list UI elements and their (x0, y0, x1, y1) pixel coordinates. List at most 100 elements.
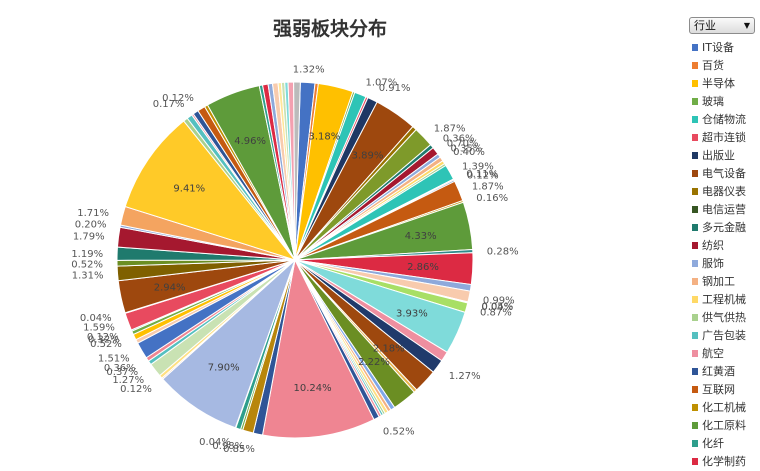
legend-item[interactable]: 广告包装 (692, 327, 746, 345)
pie-chart: 1.32%3.18%1.07%0.91%3.89%1.87%0.36%0.70%… (71, 65, 518, 455)
legend-swatch (692, 314, 698, 321)
data-label: 0.20% (75, 220, 107, 231)
data-label: 0.52% (71, 260, 103, 271)
data-label: 1.71% (77, 208, 109, 219)
pie-data-labels: 1.32%3.18%1.07%0.91%3.89%1.87%0.36%0.70%… (71, 65, 518, 455)
data-label: 1.27% (112, 375, 144, 386)
data-label: 4.33% (405, 231, 437, 242)
data-label: 9.41% (173, 184, 205, 195)
data-label: 0.04% (481, 302, 513, 313)
pie-slice[interactable] (261, 258, 375, 439)
legend-swatch (692, 422, 698, 429)
data-label: 3.93% (396, 309, 428, 320)
legend-swatch (692, 332, 698, 339)
data-label: 4.96% (234, 136, 266, 147)
data-label: 0.85% (223, 444, 255, 455)
legend-item[interactable]: 仓储物流 (692, 111, 746, 129)
legend-filter-dropdown[interactable]: 行业 ▼ (689, 17, 755, 34)
legend-swatch (692, 98, 698, 105)
legend-item[interactable]: 航空 (692, 345, 746, 363)
legend-swatch (692, 404, 698, 411)
legend-item[interactable]: 化工机械 (692, 399, 746, 417)
legend-item[interactable]: 工程机械 (692, 291, 746, 309)
data-label: 0.05% (482, 302, 514, 313)
legend-item[interactable]: 电气设备 (692, 165, 746, 183)
legend-swatch (692, 260, 698, 267)
legend-label: 仓储物流 (702, 113, 746, 126)
data-label: 0.70% (447, 138, 479, 149)
pie-slice[interactable] (124, 120, 297, 261)
data-label: 2.22% (358, 357, 390, 368)
legend-item[interactable]: 多元金融 (692, 219, 746, 237)
legend-item[interactable]: 百货 (692, 57, 746, 75)
data-label: 0.28% (487, 246, 519, 257)
legend-item[interactable]: 超市连锁 (692, 129, 746, 147)
legend-label: 工程机械 (702, 293, 746, 306)
legend-item[interactable]: 服饰 (692, 255, 746, 273)
legend-swatch (692, 170, 698, 177)
legend-swatch (692, 242, 698, 249)
legend-item[interactable]: 出版业 (692, 147, 746, 165)
data-label: 0.87% (480, 307, 512, 318)
data-label: 1.79% (73, 231, 105, 242)
data-label: 1.27% (449, 371, 481, 382)
legend-swatch (692, 368, 698, 375)
data-label: 0.99% (483, 296, 515, 307)
legend-swatch (692, 116, 698, 123)
legend-item[interactable]: 化纤 (692, 435, 746, 453)
data-label: 0.04% (199, 437, 231, 448)
data-label: 1.59% (83, 323, 115, 334)
data-label: 0.17% (153, 99, 185, 110)
data-label: 1.87% (434, 123, 466, 134)
data-label: 2.86% (407, 262, 439, 273)
legend-swatch (692, 80, 698, 87)
legend-label: 超市连锁 (702, 131, 746, 144)
legend-swatch (692, 188, 698, 195)
data-label: 1.32% (293, 65, 325, 76)
data-label: 0.98% (212, 441, 244, 452)
legend-label: 电信运营 (702, 203, 746, 216)
legend-label: 化纤 (702, 437, 724, 450)
legend-label: 钢加工 (702, 275, 735, 288)
data-label: 0.35% (451, 143, 483, 154)
data-label: 0.52% (90, 339, 122, 350)
legend-item[interactable]: 供气供热 (692, 309, 746, 327)
legend-item[interactable]: 红黄酒 (692, 363, 746, 381)
data-label: 0.36% (443, 133, 475, 144)
legend-item[interactable]: 玻璃 (692, 93, 746, 111)
pie-slices (116, 81, 474, 439)
data-label: 0.16% (476, 193, 508, 204)
legend-item[interactable]: IT设备 (692, 39, 746, 57)
legend-item[interactable]: 电信运营 (692, 201, 746, 219)
data-label: 0.52% (383, 427, 415, 438)
legend-swatch (692, 44, 698, 51)
legend-item[interactable]: 电器仪表 (692, 183, 746, 201)
legend-item[interactable]: 化学制药 (692, 453, 746, 471)
legend-item[interactable]: 半导体 (692, 75, 746, 93)
chart-title: 强弱板块分布 (272, 18, 387, 40)
legend-item[interactable]: 纺织 (692, 237, 746, 255)
legend-label: 化工原料 (702, 419, 746, 432)
data-label: 7.90% (208, 363, 240, 374)
legend-item[interactable]: 钢加工 (692, 273, 746, 291)
legend: IT设备百货半导体玻璃仓储物流超市连锁出版业电气设备电器仪表电信运营多元金融纺织… (692, 39, 746, 471)
legend-item[interactable]: 化工原料 (692, 417, 746, 435)
legend-label: 电器仪表 (702, 185, 746, 198)
legend-label: 百货 (702, 59, 724, 72)
data-label: 0.12% (467, 171, 499, 182)
legend-filter-label: 行业 (694, 19, 716, 32)
legend-label: 纺织 (702, 239, 724, 252)
legend-label: 出版业 (702, 149, 735, 162)
legend-swatch (692, 386, 698, 393)
legend-swatch (692, 152, 698, 159)
legend-label: 服饰 (702, 257, 724, 270)
legend-item[interactable]: 互联网 (692, 381, 746, 399)
data-label: 10.24% (294, 383, 332, 394)
legend-label: 半导体 (702, 77, 735, 90)
legend-label: 多元金融 (702, 221, 746, 234)
legend-swatch (692, 440, 698, 447)
pie-slice[interactable] (293, 81, 301, 261)
data-label: 1.19% (71, 249, 103, 260)
data-label: 0.04% (80, 313, 112, 324)
legend-label: 红黄酒 (702, 365, 735, 378)
